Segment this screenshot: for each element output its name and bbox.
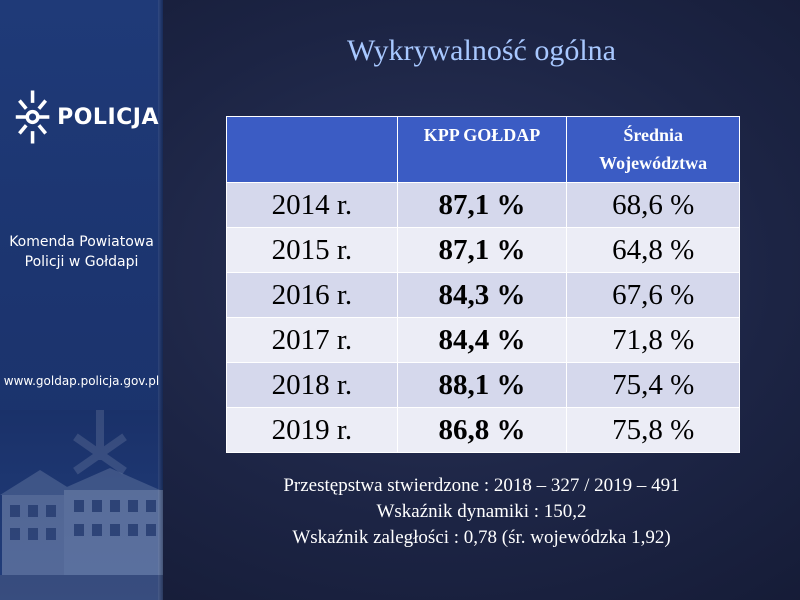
average-value-cell: 67,6 % xyxy=(566,272,740,318)
header-average-line-1: Średnia xyxy=(623,125,683,145)
table-row: 2014 r. 87,1 % 68,6 % xyxy=(226,182,740,228)
building-photo xyxy=(0,410,163,600)
org-line-1: Komenda Powiatowa xyxy=(9,234,154,250)
police-logo: POLICJA xyxy=(14,82,159,152)
table-row: 2018 r. 88,1 % 75,4 % xyxy=(226,362,740,408)
header-average-line-2: Województwa xyxy=(599,153,708,173)
sidebar-divider xyxy=(158,0,163,600)
kpp-value-cell: 88,1 % xyxy=(396,362,568,408)
kpp-value-cell: 84,3 % xyxy=(396,272,568,318)
year-cell: 2014 r. xyxy=(226,182,398,228)
year-cell: 2019 r. xyxy=(226,407,398,453)
table-row: 2016 r. 84,3 % 67,6 % xyxy=(226,272,740,318)
kpp-value-cell: 87,1 % xyxy=(396,227,568,273)
average-value-cell: 64,8 % xyxy=(566,227,740,273)
website-url: www.goldap.policja.gov.pl xyxy=(3,374,160,388)
page-title: Wykrywalność ogólna xyxy=(347,34,616,67)
year-cell: 2015 r. xyxy=(226,227,398,273)
header-average: Średnia Województwa xyxy=(566,116,740,183)
table-row: 2015 r. 87,1 % 64,8 % xyxy=(226,227,740,273)
average-value-cell: 75,8 % xyxy=(566,407,740,453)
kpp-value-cell: 86,8 % xyxy=(396,407,568,453)
year-cell: 2017 r. xyxy=(226,317,398,363)
year-cell: 2016 r. xyxy=(226,272,398,318)
year-cell: 2018 r. xyxy=(226,362,398,408)
header-empty xyxy=(226,116,398,183)
footnote-backlog: Wskaźnik zaległości : 0,78 (śr. wojewódz… xyxy=(292,527,671,548)
org-line-2: Policji w Gołdapi xyxy=(24,254,139,270)
average-value-cell: 71,8 % xyxy=(566,317,740,363)
detection-rate-table: KPP GOŁDAP Średnia Województwa 2014 r. 8… xyxy=(226,116,740,453)
sidebar: POLICJA Komenda Powiatowa Policji w Gołd… xyxy=(0,0,163,600)
kpp-value-cell: 84,4 % xyxy=(396,317,568,363)
footnote-crimes: Przestępstwa stwierdzone : 2018 – 327 / … xyxy=(283,475,680,496)
header-kpp: KPP GOŁDAP xyxy=(396,116,568,183)
logo-text: POLICJA xyxy=(57,104,159,130)
average-value-cell: 68,6 % xyxy=(566,182,740,228)
organization-name: Komenda Powiatowa Policji w Gołdapi xyxy=(0,232,163,272)
table-row: 2019 r. 86,8 % 75,8 % xyxy=(226,407,740,453)
footnote-dynamics: Wskaźnik dynamiki : 150,2 xyxy=(376,501,587,522)
table-row: 2017 r. 84,4 % 71,8 % xyxy=(226,317,740,363)
kpp-value-cell: 87,1 % xyxy=(396,182,568,228)
table-header-row: KPP GOŁDAP Średnia Województwa xyxy=(226,116,740,183)
footnotes: Przestępstwa stwierdzone : 2018 – 327 / … xyxy=(163,473,800,551)
average-value-cell: 75,4 % xyxy=(566,362,740,408)
police-star-icon xyxy=(15,90,50,144)
